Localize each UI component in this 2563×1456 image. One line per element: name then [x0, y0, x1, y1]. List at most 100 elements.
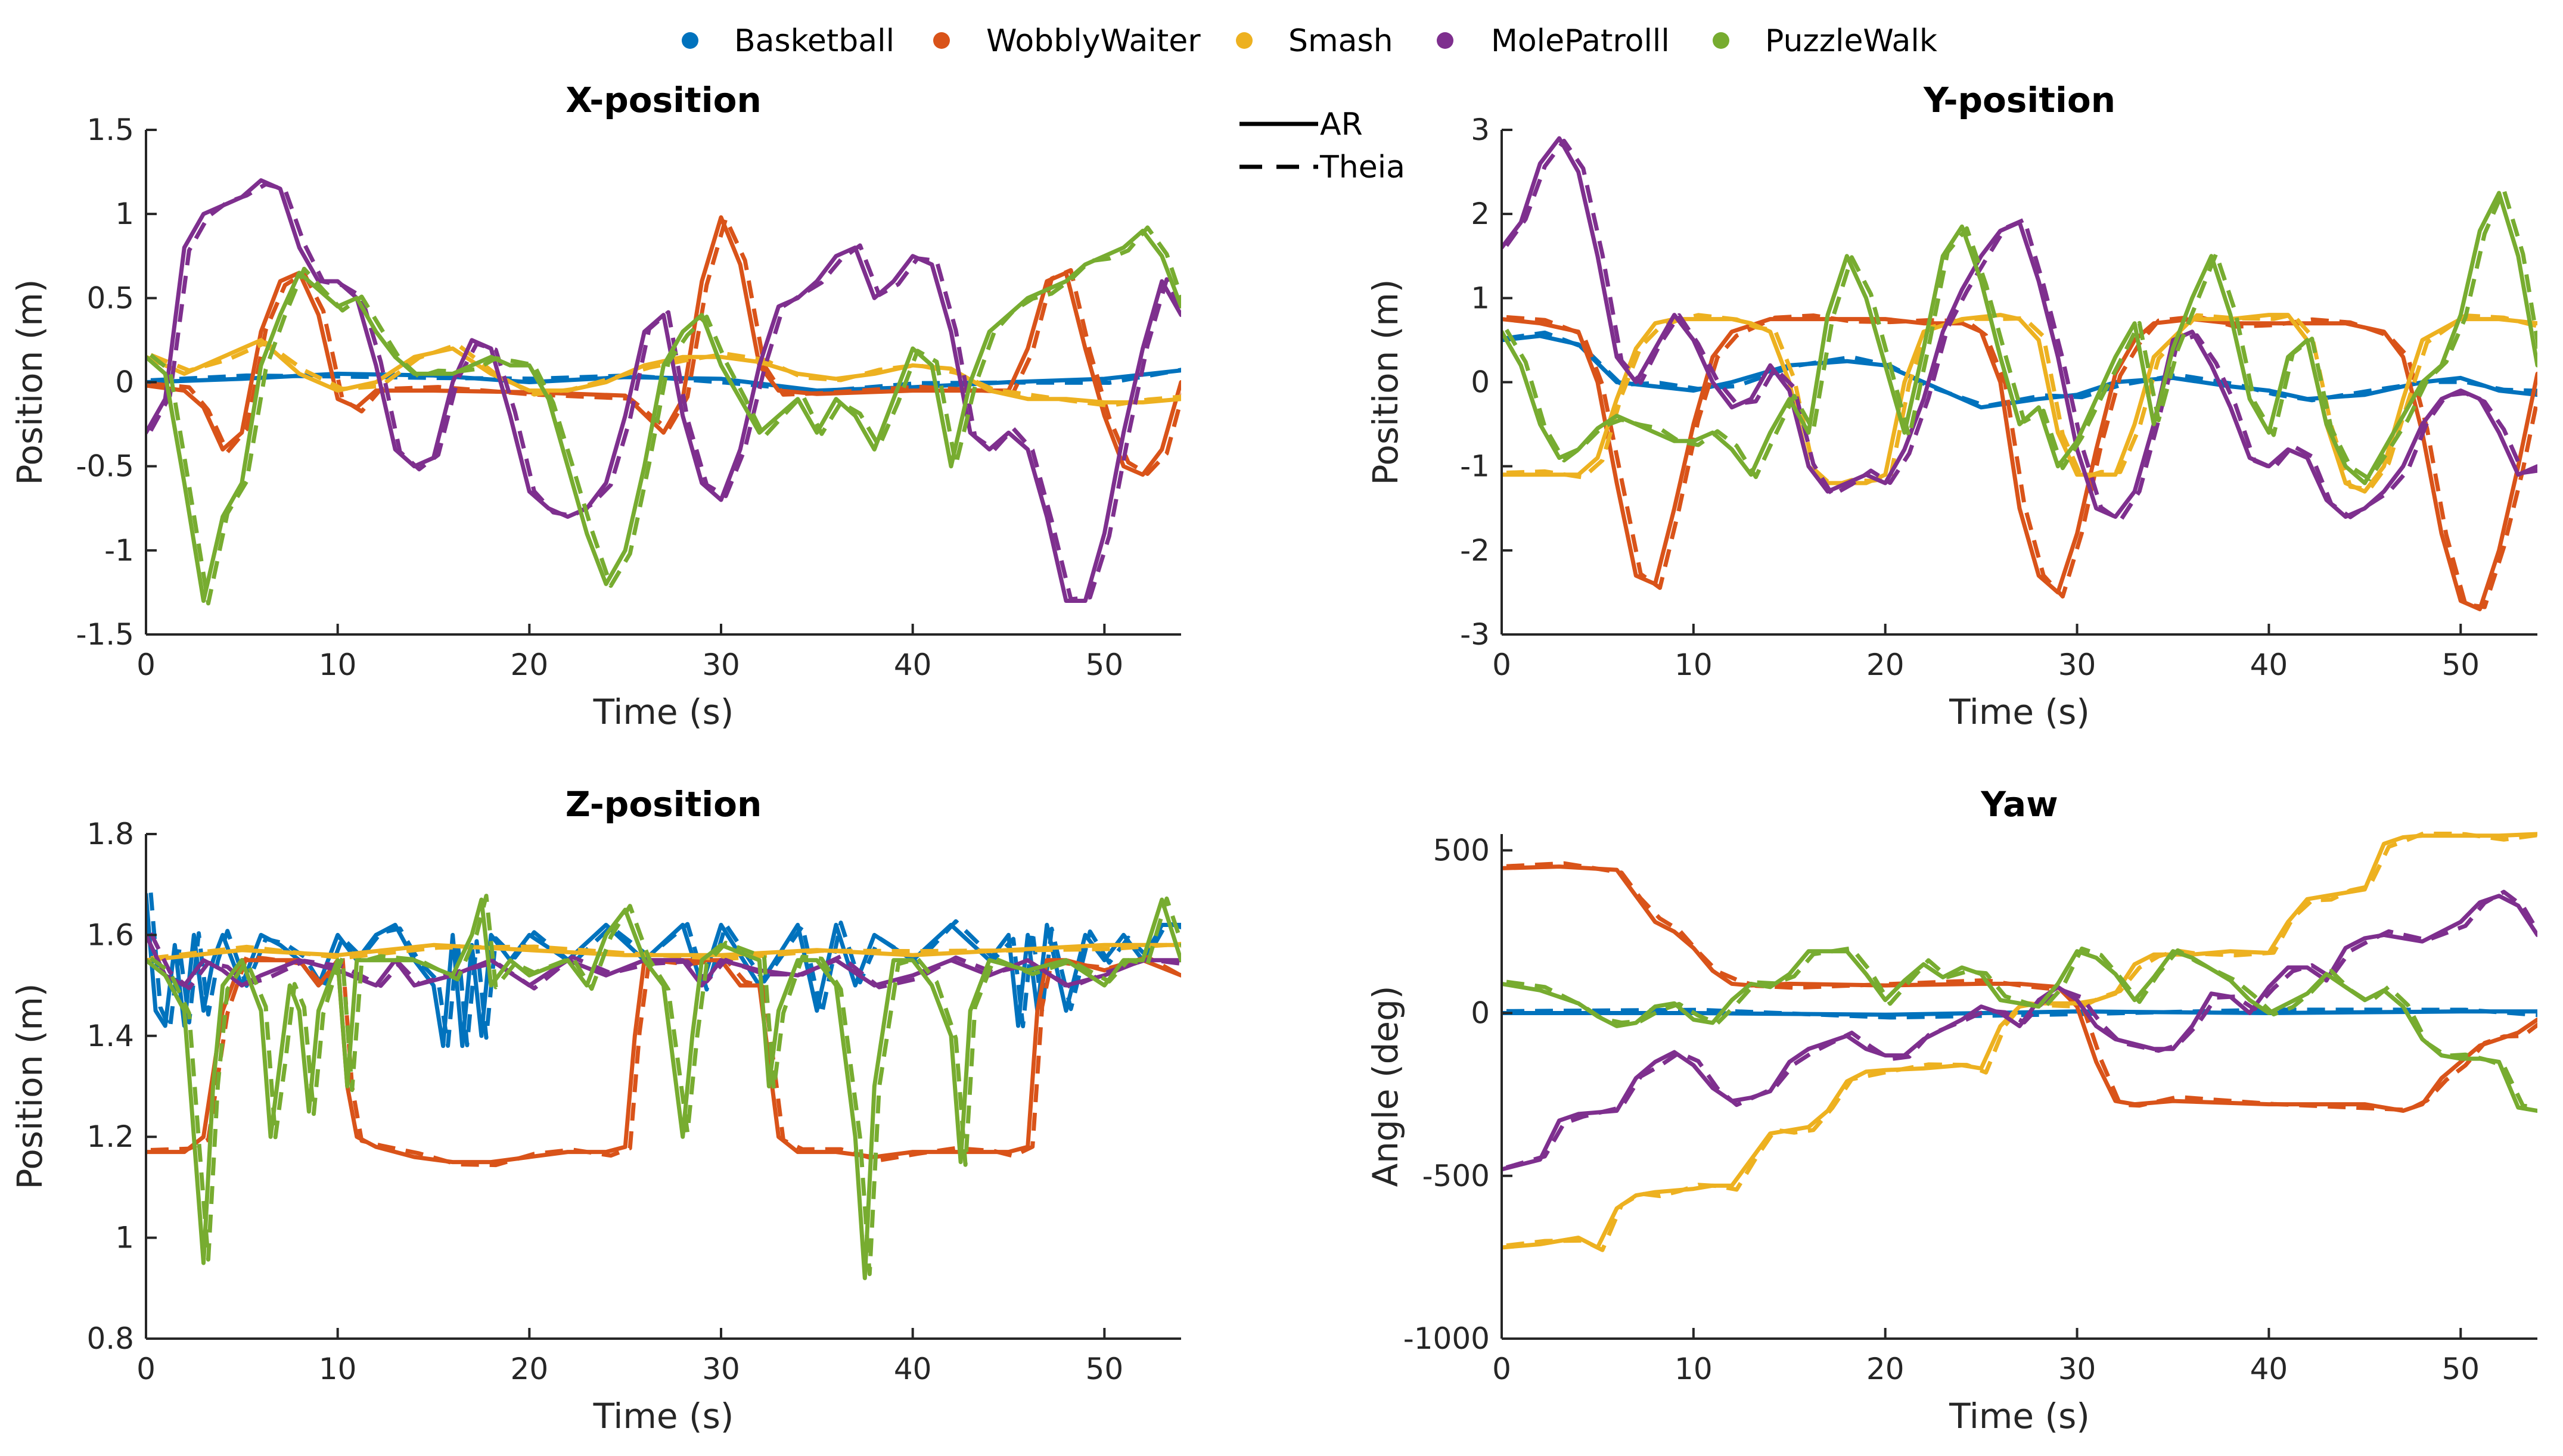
x-tick-label: 40: [2250, 1352, 2288, 1386]
x-tick-label: 40: [894, 648, 932, 682]
x-tick-label: 10: [1675, 1352, 1713, 1386]
x-axis-label: Time (s): [1949, 1396, 2090, 1436]
legend-label-molepatrolll: MolePatrolll: [1491, 23, 1670, 59]
x-tick-label: 10: [319, 648, 357, 682]
x-tick-label: 0: [1492, 1352, 1511, 1386]
chart-panel-x-position: 0 10 20 30 40 50 -1.5 -1 -0.5 0 0.5 1 1.5 X-position T…: [10, 80, 1181, 732]
legend-marker-molepatrolll: [1437, 32, 1453, 49]
x-axis-label: Time (s): [593, 1396, 734, 1436]
x-tick-label: 30: [2058, 648, 2096, 682]
x-axis-label: Time (s): [1949, 692, 2090, 732]
series-wobblywaiter-ar: [1502, 864, 2537, 1113]
series-wobblywaiter-theia: [150, 954, 1181, 1168]
legend-item-wobblywaiter[interactable]: WobblyWaiter: [933, 23, 1201, 59]
legend-marker-smash: [1236, 32, 1253, 49]
y-axis-label: Position (m): [1365, 279, 1406, 485]
series-basketball-ar: [146, 368, 1181, 393]
x-tick-label: 30: [702, 1352, 740, 1386]
style-legend-theia-label: Theia: [1319, 150, 1405, 185]
series-puzzlewalk-theia: [149, 894, 1181, 1277]
chart-panel-y-position: 0 10 20 30 40 50 -3 -2 -1 0 1 2 3 Y-position Time (s) P…: [1365, 80, 2537, 732]
legend-marker-puzzlewalk: [1713, 32, 1729, 49]
x-tick-label: 40: [894, 1352, 932, 1386]
series-smash-theia: [150, 340, 1181, 408]
x-tick-label: 30: [2058, 1352, 2096, 1386]
legend-label-wobblywaiter: WobblyWaiter: [986, 23, 1201, 59]
x-tick-label: 40: [2250, 648, 2288, 682]
legend-item-smash[interactable]: Smash: [1236, 23, 1393, 59]
x-tick-label: 20: [1866, 1352, 1905, 1386]
x-tick-label: 50: [1086, 648, 1124, 682]
series-puzzlewalk-theia: [149, 225, 1181, 606]
y-tick-label: 500: [1433, 833, 1490, 867]
series-wobblywaiter-ar: [146, 958, 1181, 1165]
legend-marker-wobblywaiter: [933, 32, 950, 49]
y-axis-label: Position (m): [10, 983, 50, 1189]
y-tick-label: -1: [104, 533, 134, 568]
series-smash-ar: [1502, 832, 2537, 1250]
legend-label-puzzlewalk: PuzzleWalk: [1765, 23, 1937, 59]
series-wobblywaiter-theia: [1506, 313, 2537, 609]
y-tick-label: -1000: [1403, 1321, 1490, 1356]
series-puzzlewalk-ar: [146, 228, 1181, 603]
style-legend-ar-label: AR: [1320, 107, 1363, 142]
chart-panel-yaw: 0 10 20 30 40 50 -1000 -500 0 500 Yaw Time (s) Angle…: [1365, 784, 2537, 1436]
x-tick-label: 0: [136, 648, 156, 682]
x-tick-label: 20: [511, 648, 549, 682]
plot-area: [146, 178, 1181, 606]
x-tick-label: 30: [702, 648, 740, 682]
y-axis-label: Angle (deg): [1365, 985, 1406, 1187]
y-tick-label: -3: [1460, 617, 1490, 652]
y-tick-label: 0: [115, 365, 134, 400]
series-puzzlewalk-ar: [146, 897, 1181, 1280]
legend-marker-basketball: [682, 32, 698, 49]
y-tick-label: 2: [1471, 197, 1490, 231]
style-legend: AR Theia: [1239, 107, 1405, 185]
chart-panel-z-position: 0 10 20 30 40 50 0.8 1 1.2 1.4 1.6 1.8 Z-position Tim…: [10, 784, 1181, 1436]
x-tick-label: 20: [511, 1352, 549, 1386]
legend-item-puzzlewalk[interactable]: PuzzleWalk: [1713, 23, 1937, 59]
y-tick-label: 3: [1471, 113, 1490, 147]
legend-label-smash: Smash: [1288, 23, 1393, 59]
x-tick-label: 50: [2441, 648, 2480, 682]
y-tick-label: 1.4: [86, 1019, 134, 1053]
series-smash-ar: [146, 942, 1181, 963]
y-axis-label: Position (m): [10, 279, 50, 485]
chart-title: Z-position: [566, 784, 762, 825]
x-tick-label: 10: [319, 1352, 357, 1386]
x-tick-label: 0: [1492, 648, 1511, 682]
series-molepatrolll-ar: [1502, 894, 2537, 1172]
legend-item-molepatrolll[interactable]: MolePatrolll: [1437, 23, 1670, 59]
x-tick-label: 10: [1675, 648, 1713, 682]
series-molepatrolll-theia: [148, 932, 1181, 991]
y-tick-label: 0: [1471, 365, 1490, 400]
y-tick-label: 1.8: [86, 817, 134, 851]
legend-label-basketball: Basketball: [734, 23, 894, 59]
x-axis-label: Time (s): [593, 692, 734, 732]
chart-title: Y-position: [1923, 80, 2115, 120]
chart-title: X-position: [566, 80, 762, 120]
y-tick-label: 0.5: [86, 281, 134, 315]
y-tick-label: 1.6: [86, 917, 134, 952]
y-tick-label: -2: [1460, 533, 1490, 568]
y-tick-label: -1.5: [76, 617, 134, 652]
series-molepatrolll-ar: [146, 178, 1181, 603]
series-wobblywaiter-ar: [146, 215, 1181, 477]
plot-area: [146, 892, 1181, 1280]
legend: Basketball WobblyWaiter Smash MolePatrol…: [682, 23, 1937, 59]
y-tick-label: -500: [1422, 1159, 1490, 1193]
y-tick-label: 0.8: [86, 1321, 134, 1356]
plot-area: [1502, 832, 2537, 1252]
y-tick-label: 1: [1471, 281, 1490, 315]
series-molepatrolll-theia: [1506, 889, 2537, 1169]
series-molepatrolll-ar: [1502, 136, 2537, 519]
plot-area: [1502, 136, 2537, 612]
legend-item-basketball[interactable]: Basketball: [682, 23, 894, 59]
y-tick-label: -1: [1460, 449, 1490, 484]
y-tick-label: 0: [1471, 996, 1490, 1031]
series-wobblywaiter-theia: [150, 216, 1181, 476]
series-puzzlewalk-ar: [1502, 191, 2537, 486]
x-tick-label: 50: [1086, 1352, 1124, 1386]
x-tick-label: 50: [2441, 1352, 2480, 1386]
